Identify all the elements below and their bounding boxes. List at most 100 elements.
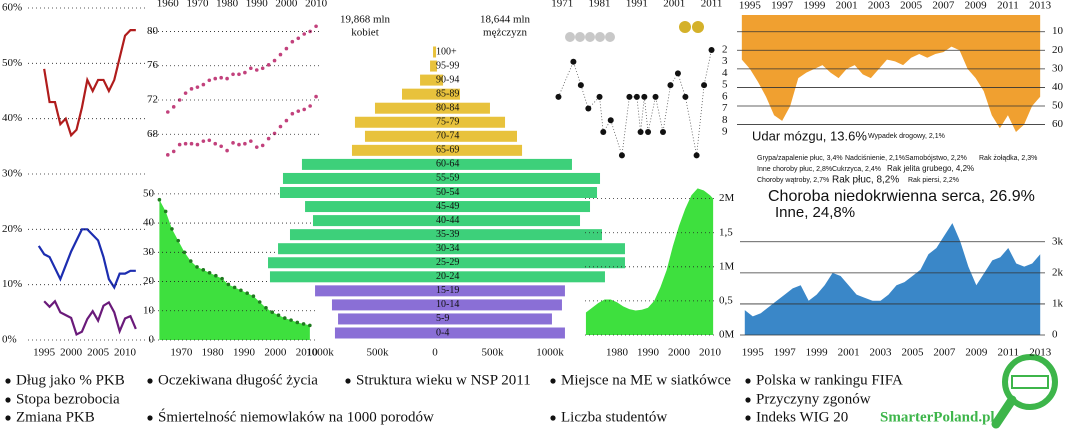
legend-bullet [5,397,11,403]
age-label: 75-79 [436,117,459,128]
point [171,149,176,154]
cause-label: Samobójstwo, 2,2% [905,155,967,162]
y-tick-label: 1M [719,260,735,272]
logo-icon [991,354,1058,429]
point [171,105,176,109]
cause-label: Inne, 24,8% [775,204,855,221]
point [219,144,223,149]
x-tick-label: 1980 [202,347,225,359]
x-tick-label: 2011 [701,0,723,10]
point [207,270,212,275]
bar [282,172,435,184]
point [570,58,577,65]
point [231,72,235,77]
point [264,306,268,310]
point [314,94,318,99]
point [290,111,295,116]
line [43,299,137,337]
point [302,107,307,112]
series-total: 18,644 mln [480,14,531,26]
x-tick-label: 1981 [589,0,611,10]
legend-bullet [550,415,556,421]
cause-label: Choroby wątroby, 2,7% [757,177,829,184]
series-name: mężczyzn [483,27,527,39]
point [600,128,607,135]
x-tick-label: 1970 [186,0,209,10]
point [674,70,681,77]
point [239,288,243,293]
point [226,282,231,287]
cause-label: Choroba niedokrwienna serca, 26.9% [768,188,1035,205]
bar [268,257,435,269]
point [195,85,200,89]
x-tick-label: 2010 [114,347,137,359]
age-label: 70-74 [436,131,459,142]
x-tick-label: 1980 [216,0,239,10]
x-tick-label: 1971 [551,0,573,10]
age-label: 80-84 [436,102,459,113]
cause-label: Nadciśnienie, 2,1% [845,155,905,162]
point [188,259,193,263]
point [182,250,187,255]
point [266,63,271,67]
line [37,228,136,290]
bar [312,215,435,227]
bar [435,257,625,269]
x-tick-label: 2005 [901,347,924,359]
age-label: 25-29 [436,257,459,268]
x-tick-label: 1999 [806,347,829,359]
cause-label: Wypadek drogowy, 2,1% [868,133,945,140]
x-tick-label: 1960 [157,0,180,10]
legend-bullet [745,378,751,384]
bar [435,74,444,86]
x-tick-label: 1995 [739,0,762,12]
cause-label: Udar mózgu, 13.6% [752,128,867,143]
point [596,93,603,100]
legend-bullet [550,378,556,384]
point [260,143,265,148]
cause-label: Grypa/zapalenie płuc, 3,4% [757,155,843,162]
y-tick-label: 10 [1052,25,1064,37]
legend-label: Oczekiwana długość życia [158,372,318,388]
age-label: 85-89 [436,88,459,99]
legend-label: Struktura wieku w NSP 2011 [356,372,531,388]
point [207,78,212,83]
area [585,188,714,335]
point [249,139,253,143]
y-tick-label: 1,5 [719,226,733,238]
x-tick-label: 2000 [264,347,287,359]
y-tick-label: 30 [1052,62,1064,74]
point [214,273,218,278]
legend-label: Śmiertelność niemowlaków na 1000 porodów [158,408,434,425]
point [213,76,218,81]
x-tick-label: 1999 [803,0,826,12]
bar [435,102,490,114]
bar [435,243,625,255]
y-tick-label: 7 [722,102,728,114]
point [176,238,181,243]
x-tick-label: 2000 [60,347,83,359]
bar [278,243,435,255]
cause-label: Rak żołądka, 2,3% [979,155,1037,162]
y-tick-label: 50 [1052,100,1064,112]
y-tick-label: 30% [2,168,22,180]
point [641,93,648,100]
point [195,265,199,269]
bar [305,201,435,213]
age-label: 60-64 [436,159,459,170]
point [254,145,259,149]
y-tick-label: 3 [722,55,728,67]
y-tick-label: 3k [1052,235,1064,247]
cause-label: Rak jelita grubego, 4,2% [887,164,974,173]
point [183,141,188,146]
point [667,82,674,89]
point [296,109,301,113]
point [270,310,275,315]
y-tick-label: 10 [143,304,155,316]
y-tick-label: 0M [719,329,735,341]
x-tick-label: 500k [367,347,390,359]
y-tick-label: 10% [2,278,22,290]
point [219,75,223,80]
age-label: 90-94 [436,74,459,85]
bar [420,74,435,86]
